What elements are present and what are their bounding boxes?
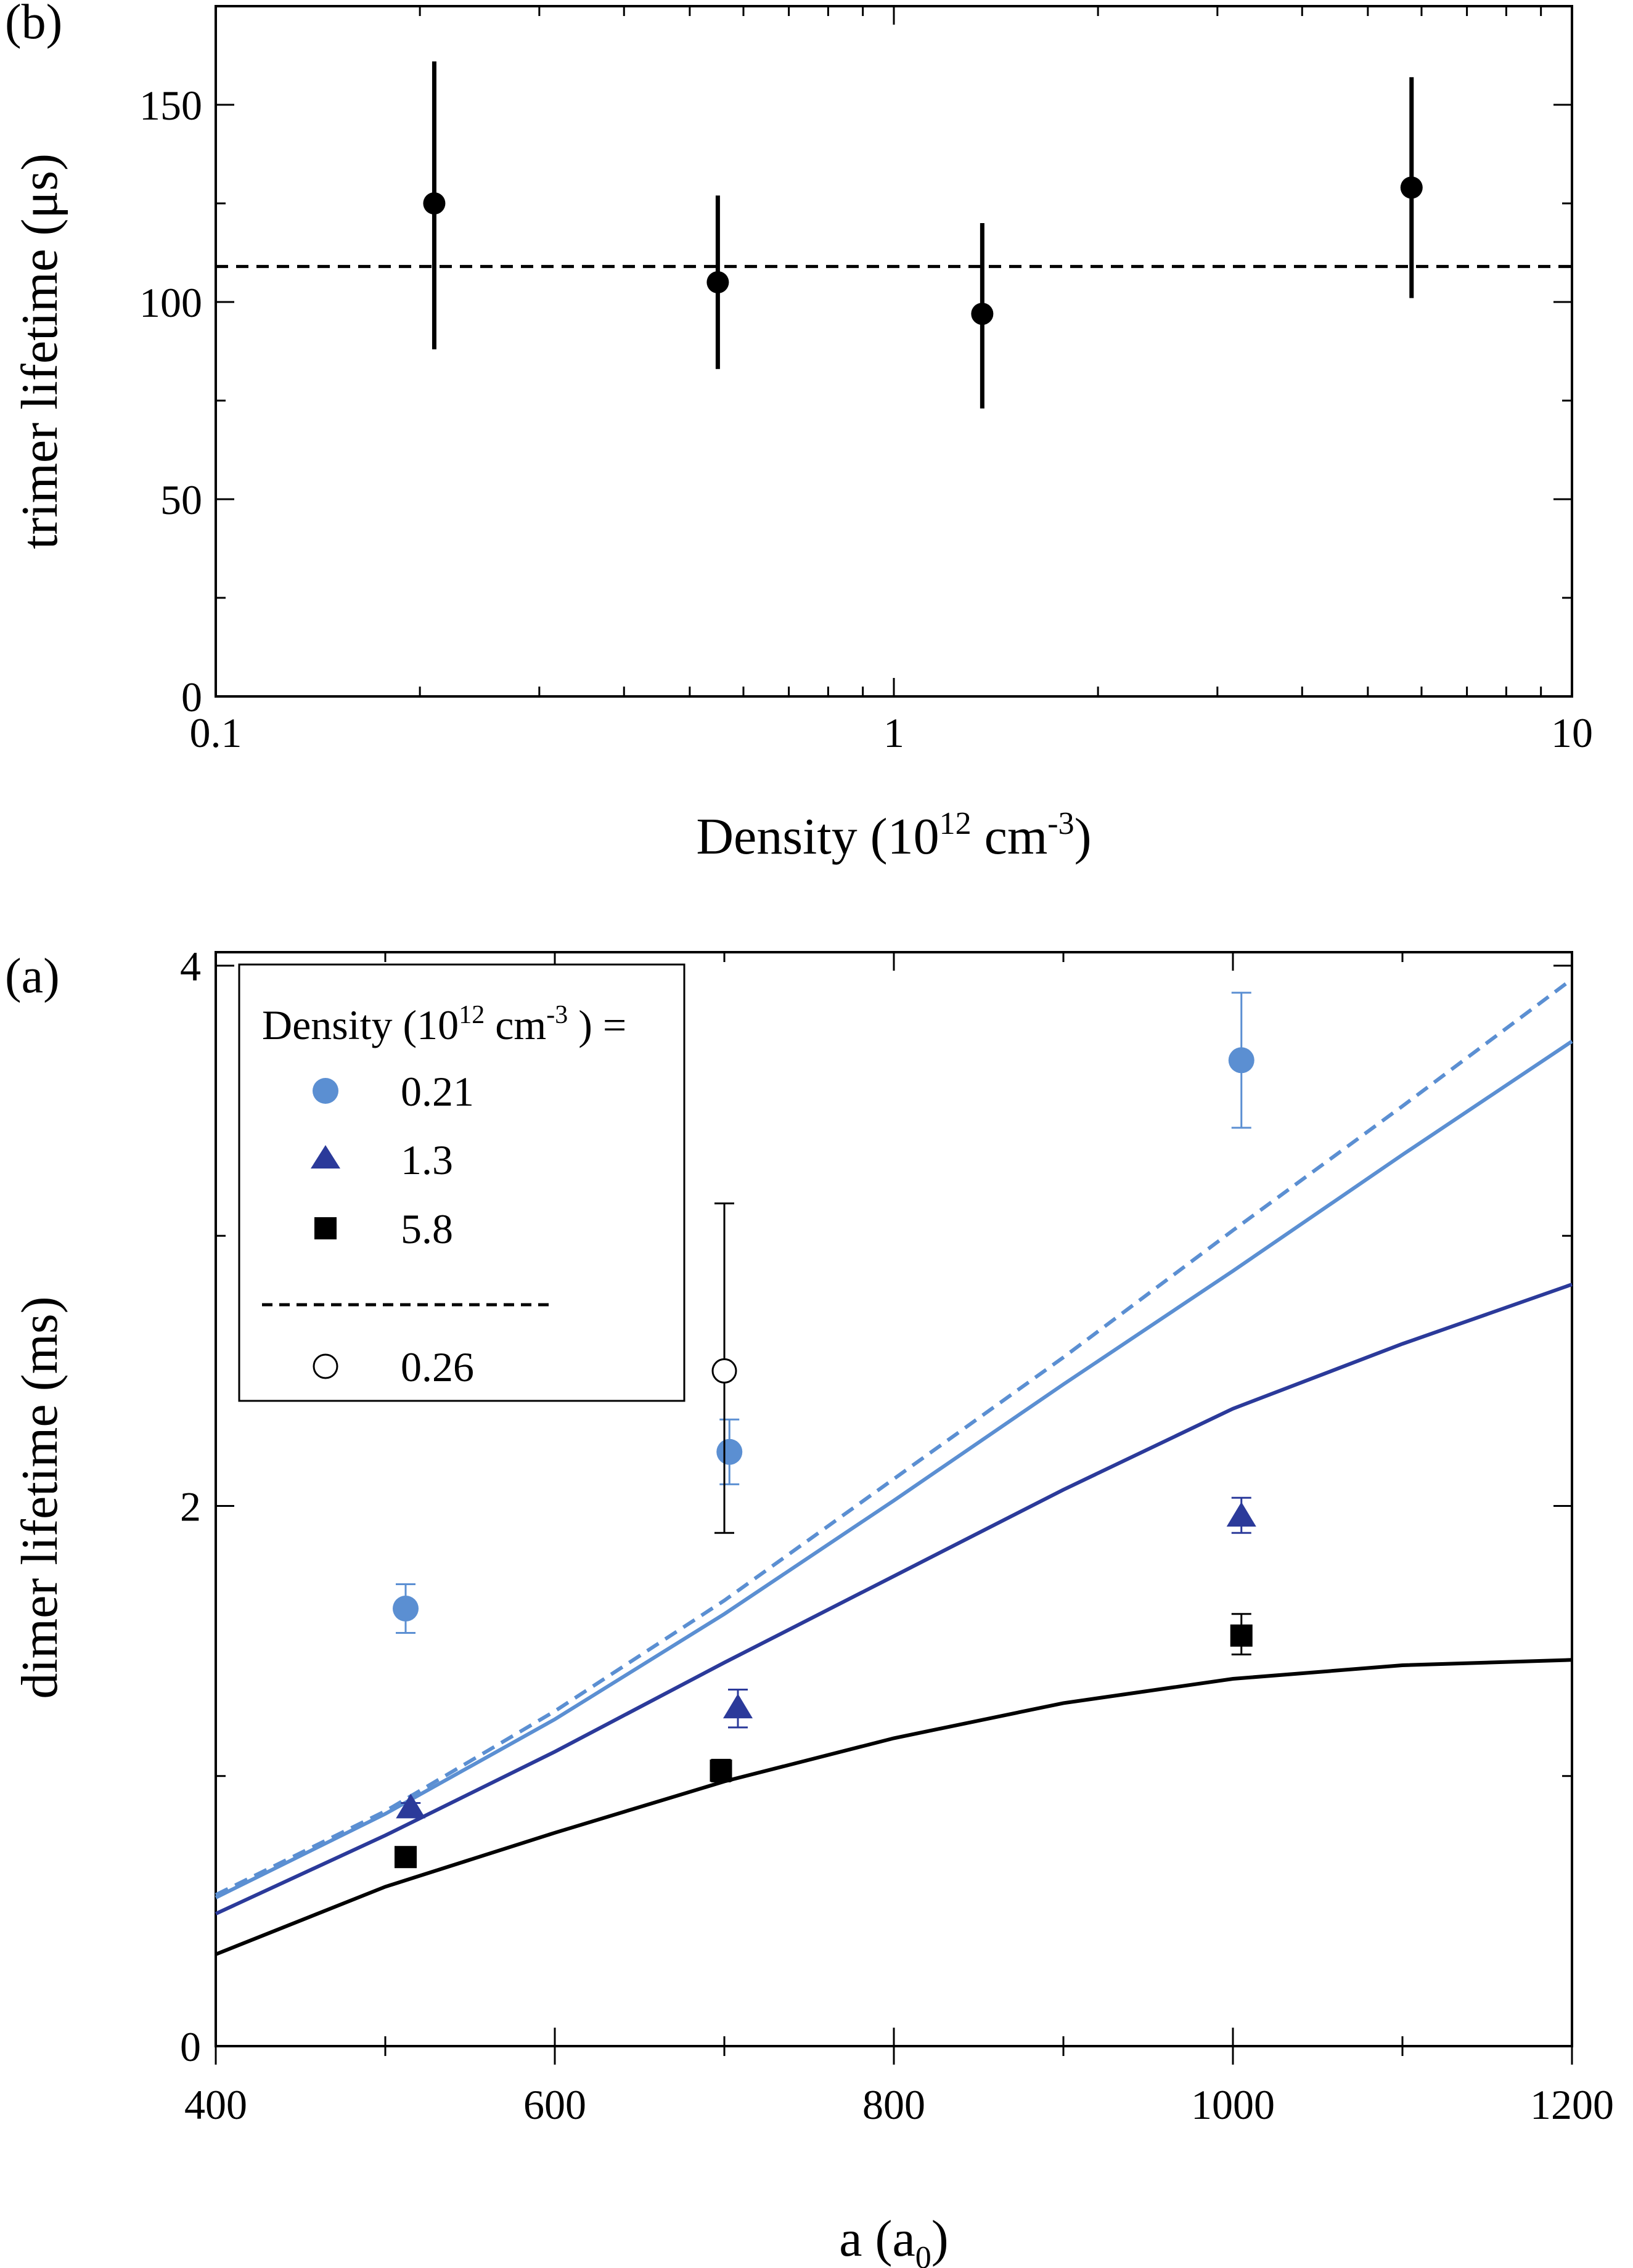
a-data-point xyxy=(1228,1047,1254,1074)
a-data-point xyxy=(1230,1624,1253,1647)
b-data-point xyxy=(1400,176,1423,199)
a-x-tick-label: 1200 xyxy=(1530,2081,1614,2128)
b-data-point xyxy=(706,271,729,293)
legend-title: Density (1012 cm-3 ) = xyxy=(262,1001,626,1048)
b-x-tick-label: 1 xyxy=(883,709,904,756)
legend-box xyxy=(238,963,686,1402)
b-y-tick-label: 50 xyxy=(160,476,202,523)
panel-b-tag: (b) xyxy=(5,0,62,49)
panel-b-ticks xyxy=(216,5,1572,696)
a-y-tick-label: 4 xyxy=(180,943,201,990)
panel-a-tag: (a) xyxy=(5,949,60,1003)
panel-a-ticks xyxy=(215,952,1573,2065)
a-x-tick-label: 800 xyxy=(862,2081,925,2128)
panel-a-data-points xyxy=(393,992,1256,1869)
legend-marker-open-circle xyxy=(313,1353,338,1379)
legend-marker-triangle xyxy=(311,1145,340,1169)
a-model-curve xyxy=(215,1283,1573,1915)
a-data-point xyxy=(716,1438,743,1465)
panel-a-dimer-lifetime: (a) 0 2 4 400 600 800 1000 1200 Density (1012 … xyxy=(5,943,1614,2268)
a-model-curve xyxy=(215,1040,1573,1899)
legend: Density (1012 cm-3 ) = 0.21 1.3 5.8 0.26 xyxy=(238,963,686,1402)
b-data-point xyxy=(423,192,446,214)
legend-label-0: 0.21 xyxy=(401,1068,474,1115)
panel-a-y-axis-title: dimer lifetime (ms) xyxy=(11,1296,68,1699)
panel-a-x-tick-labels: 400 600 800 1000 1200 xyxy=(184,2081,1614,2128)
b-y-tick-label: 0 xyxy=(181,674,202,720)
panel-b-x-tick-labels: 0.1 1 10 xyxy=(190,709,1594,756)
panel-b-y-tick-labels: 0 50 100 150 xyxy=(139,82,202,720)
a-y-tick-label: 0 xyxy=(180,2023,201,2070)
legend-marker-circle xyxy=(313,1078,338,1104)
a-model-curve xyxy=(215,1658,1573,1956)
a-data-point xyxy=(723,1694,753,1719)
legend-label-1: 1.3 xyxy=(401,1136,453,1183)
a-data-point xyxy=(1226,1501,1256,1527)
legend-marker-square xyxy=(314,1217,337,1239)
legend-label-2: 5.8 xyxy=(401,1205,453,1252)
a-data-point xyxy=(711,1358,737,1384)
a-x-tick-label: 1000 xyxy=(1191,2081,1275,2128)
b-y-tick-label: 150 xyxy=(139,82,202,129)
panel-a-model-curves xyxy=(215,977,1573,1956)
a-data-point xyxy=(393,1596,419,1621)
panel-a-y-tick-labels: 0 2 4 xyxy=(180,943,201,2070)
b-y-tick-label: 100 xyxy=(139,279,202,326)
panel-a-x-axis-title: a (a0) xyxy=(839,2210,949,2268)
panel-b-data-points xyxy=(423,61,1423,409)
b-x-tick-label: 10 xyxy=(1551,709,1593,756)
b-x-tick-label: 0.1 xyxy=(190,709,242,756)
a-data-point xyxy=(395,1846,417,1869)
a-y-tick-label: 2 xyxy=(180,1483,201,1530)
a-data-point xyxy=(396,1793,426,1819)
a-x-tick-label: 400 xyxy=(184,2081,247,2128)
legend-label-3: 0.26 xyxy=(401,1344,474,1390)
a-data-point xyxy=(710,1759,732,1782)
a-x-tick-label: 600 xyxy=(523,2081,586,2128)
panel-b-y-axis-title: trimer lifetime (μs) xyxy=(11,153,68,549)
b-data-point xyxy=(971,303,994,325)
panel-b-trimer-lifetime: (b) 0 50 100 150 0.1 1 10 Density (1012 cm-3)… xyxy=(5,0,1593,865)
panel-b-x-axis-title: Density (1012 cm-3) xyxy=(696,806,1091,865)
panel-b-frame xyxy=(215,5,1573,698)
